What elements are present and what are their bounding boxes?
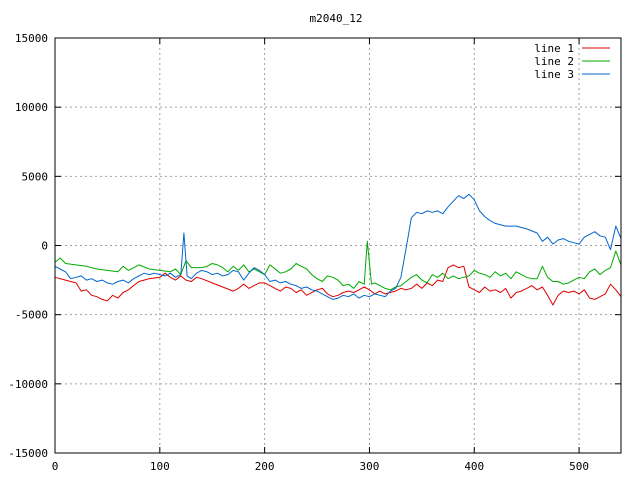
y-tick-label: 5000 (22, 170, 49, 183)
legend-label-1: line 1 (534, 42, 574, 55)
y-tick-label: -5000 (15, 309, 48, 322)
y-tick-label: 15000 (15, 32, 48, 45)
x-tick-label: 400 (464, 460, 484, 473)
axis-ticks (54, 37, 621, 454)
x-tick-label: 500 (569, 460, 589, 473)
gridlines (55, 38, 621, 453)
axis-tick-labels: 0 100 200 300 400 500 -15000 -10000 -5000 0 5000 10… (8, 32, 589, 473)
y-tick-label: -10000 (8, 378, 48, 391)
series-line-2 (54, 240, 622, 291)
y-tick-label: 0 (41, 240, 48, 253)
y-tick-label: -15000 (8, 447, 48, 460)
x-tick-label: 0 (52, 460, 59, 473)
legend-label-2: line 2 (534, 55, 574, 68)
series-line-3 (54, 193, 622, 300)
legend-label-3: line 3 (534, 68, 574, 81)
x-tick-label: 300 (360, 460, 380, 473)
x-tick-label: 200 (255, 460, 275, 473)
chart-title: m2040_12 (310, 12, 363, 25)
y-tick-label: 10000 (15, 101, 48, 114)
series-group (54, 193, 622, 306)
series-line-1 (54, 264, 622, 306)
x-tick-label: 100 (150, 460, 170, 473)
